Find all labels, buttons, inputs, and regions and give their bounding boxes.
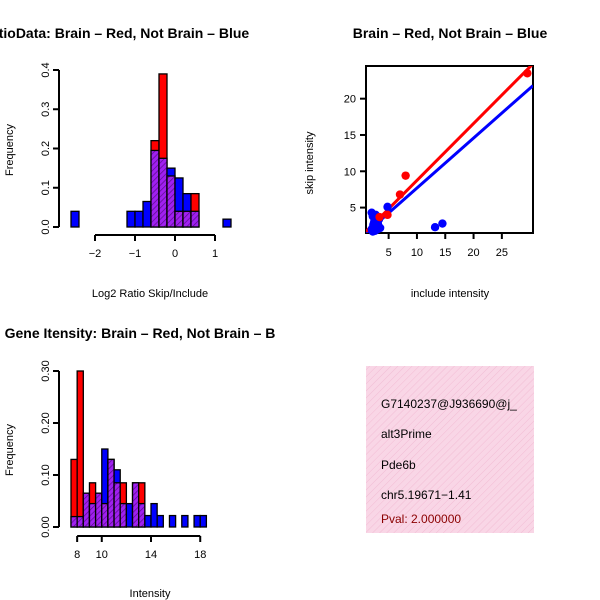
- red-point: [395, 190, 405, 199]
- histogram-bar: [181, 514, 189, 528]
- histogram-bar: [125, 502, 134, 528]
- scatter-axes: 5 10 15 20 25 5 10 15 20: [344, 94, 508, 259]
- histogram-bar: [134, 210, 144, 228]
- histogram-bar: [150, 502, 158, 528]
- scatter-points: [367, 69, 532, 236]
- histogram-overlap-bar: [70, 515, 78, 528]
- intensity-histogram-bars: [70, 370, 208, 528]
- histogram-overlap-bar: [107, 458, 115, 528]
- x-tick-label: 5: [386, 247, 392, 259]
- location-text: chr5.19671−1.41: [381, 488, 472, 502]
- scatter-plot-box: [365, 65, 534, 234]
- scatter-ylabel: skip intensity: [304, 131, 316, 194]
- x-tick-label: −1: [129, 248, 142, 260]
- histogram-overlap-bar: [88, 502, 97, 528]
- blue-point: [438, 219, 447, 228]
- red-fit-line: [366, 66, 533, 233]
- histogram-overlap-bar: [174, 210, 184, 228]
- ratio-histogram-xlabel: Log2 Ratio Skip/Include: [92, 288, 208, 300]
- scatter-fit-lines: [366, 66, 533, 233]
- x-tick-label: 25: [496, 247, 508, 259]
- y-tick-label: 5: [350, 203, 356, 215]
- y-tick-label: 0.20: [40, 412, 52, 433]
- x-tick-label: 10: [96, 549, 108, 561]
- scatter-xlabel: include intensity: [411, 288, 490, 300]
- y-tick-label: 0.00: [40, 516, 52, 537]
- histogram-overlap-bar: [119, 502, 128, 528]
- y-tick-label: 0.30: [40, 360, 52, 381]
- histogram-bar: [70, 210, 80, 228]
- histogram-overlap-bar: [138, 502, 146, 528]
- ratio-histogram-axes: 0.0 0.1 0.2 0.3 0.4 −2 −1 0 1: [40, 62, 218, 260]
- histogram-bar: [144, 514, 152, 528]
- scatter-title: Brain – Red, Not Brain – Blue: [353, 25, 548, 41]
- intensity-histogram-panel: Gene Itensity: Brain – Red, Not Brain – …: [4, 325, 275, 600]
- ratio-histogram-ylabel: Frequency: [4, 124, 16, 176]
- info-box-background: [366, 366, 534, 533]
- histogram-overlap-bar: [82, 492, 91, 528]
- histogram-overlap-bar: [158, 157, 168, 228]
- x-tick-label: 0: [172, 248, 178, 260]
- y-tick-label: 0.4: [40, 62, 52, 77]
- blue-point: [383, 202, 392, 212]
- histogram-bar: [168, 514, 177, 528]
- intensity-histogram-ylabel: Frequency: [4, 424, 16, 476]
- x-tick-label: −2: [89, 248, 102, 260]
- x-tick-label: 8: [74, 549, 80, 561]
- histogram-bar: [126, 210, 136, 228]
- histogram-overlap-bar: [113, 482, 121, 528]
- x-tick-label: 20: [467, 247, 479, 259]
- intensity-histogram-axes: 0.00 0.10 0.20 0.30 8 10 14 18: [40, 360, 206, 561]
- histogram-bar: [199, 514, 208, 528]
- x-tick-label: 1: [212, 248, 218, 260]
- histogram-bar: [222, 218, 232, 228]
- x-tick-label: 18: [194, 549, 206, 561]
- histogram-overlap-bar: [76, 515, 84, 528]
- ratio-histogram-bars: [70, 73, 232, 228]
- scatter-panel: Brain – Red, Not Brain – Blue 5 10 15 20 255…: [304, 25, 547, 300]
- histogram-overlap-bar: [101, 502, 109, 528]
- histogram-overlap-bar: [190, 210, 200, 228]
- histogram-overlap-bar: [182, 210, 192, 228]
- histogram-bar: [76, 370, 84, 528]
- y-tick-label: 10: [344, 166, 356, 178]
- red-point: [383, 210, 392, 220]
- blue-fit-line: [366, 84, 533, 233]
- histogram-overlap-bar: [94, 492, 103, 528]
- x-tick-label: 14: [145, 549, 157, 561]
- histogram-overlap-bar: [166, 175, 176, 228]
- red-point: [375, 212, 384, 222]
- event-id-text: G7140237@J936690@j_: [381, 397, 517, 411]
- histogram-overlap-bar: [150, 149, 160, 228]
- histogram-bar: [193, 514, 201, 528]
- histogram-bar: [156, 514, 164, 528]
- red-point: [401, 171, 410, 180]
- ratio-histogram-title: RatioData: Brain – Red, Not Brain – Blue: [0, 25, 249, 41]
- y-tick-label: 0.3: [40, 102, 52, 117]
- event-info-panel: G7140237@J936690@j_ alt3Prime Pde6b chr5…: [366, 366, 534, 533]
- blue-point: [430, 222, 440, 232]
- intensity-histogram-xlabel: Intensity: [130, 588, 171, 600]
- histogram-bar: [142, 200, 152, 228]
- event-type-text: alt3Prime: [381, 427, 432, 441]
- y-tick-label: 0.10: [40, 464, 52, 485]
- x-tick-label: 15: [439, 247, 451, 259]
- gene-name-text: Pde6b: [381, 458, 416, 472]
- ratio-histogram-panel: RatioData: Brain – Red, Not Brain – Blue…: [0, 25, 249, 300]
- y-tick-label: 15: [344, 130, 356, 142]
- x-tick-label: 10: [411, 247, 423, 259]
- red-point: [523, 69, 532, 78]
- y-tick-label: 0.2: [40, 141, 52, 156]
- y-tick-label: 0.1: [40, 180, 52, 195]
- y-tick-label: 20: [344, 94, 356, 106]
- blue-point: [367, 225, 376, 234]
- y-tick-label: 0.0: [40, 219, 52, 234]
- histogram-overlap-bar: [131, 482, 140, 528]
- intensity-histogram-title: Gene Itensity: Brain – Red, Not Brain – …: [5, 325, 276, 341]
- pval-text: Pval: 2.000000: [381, 512, 461, 526]
